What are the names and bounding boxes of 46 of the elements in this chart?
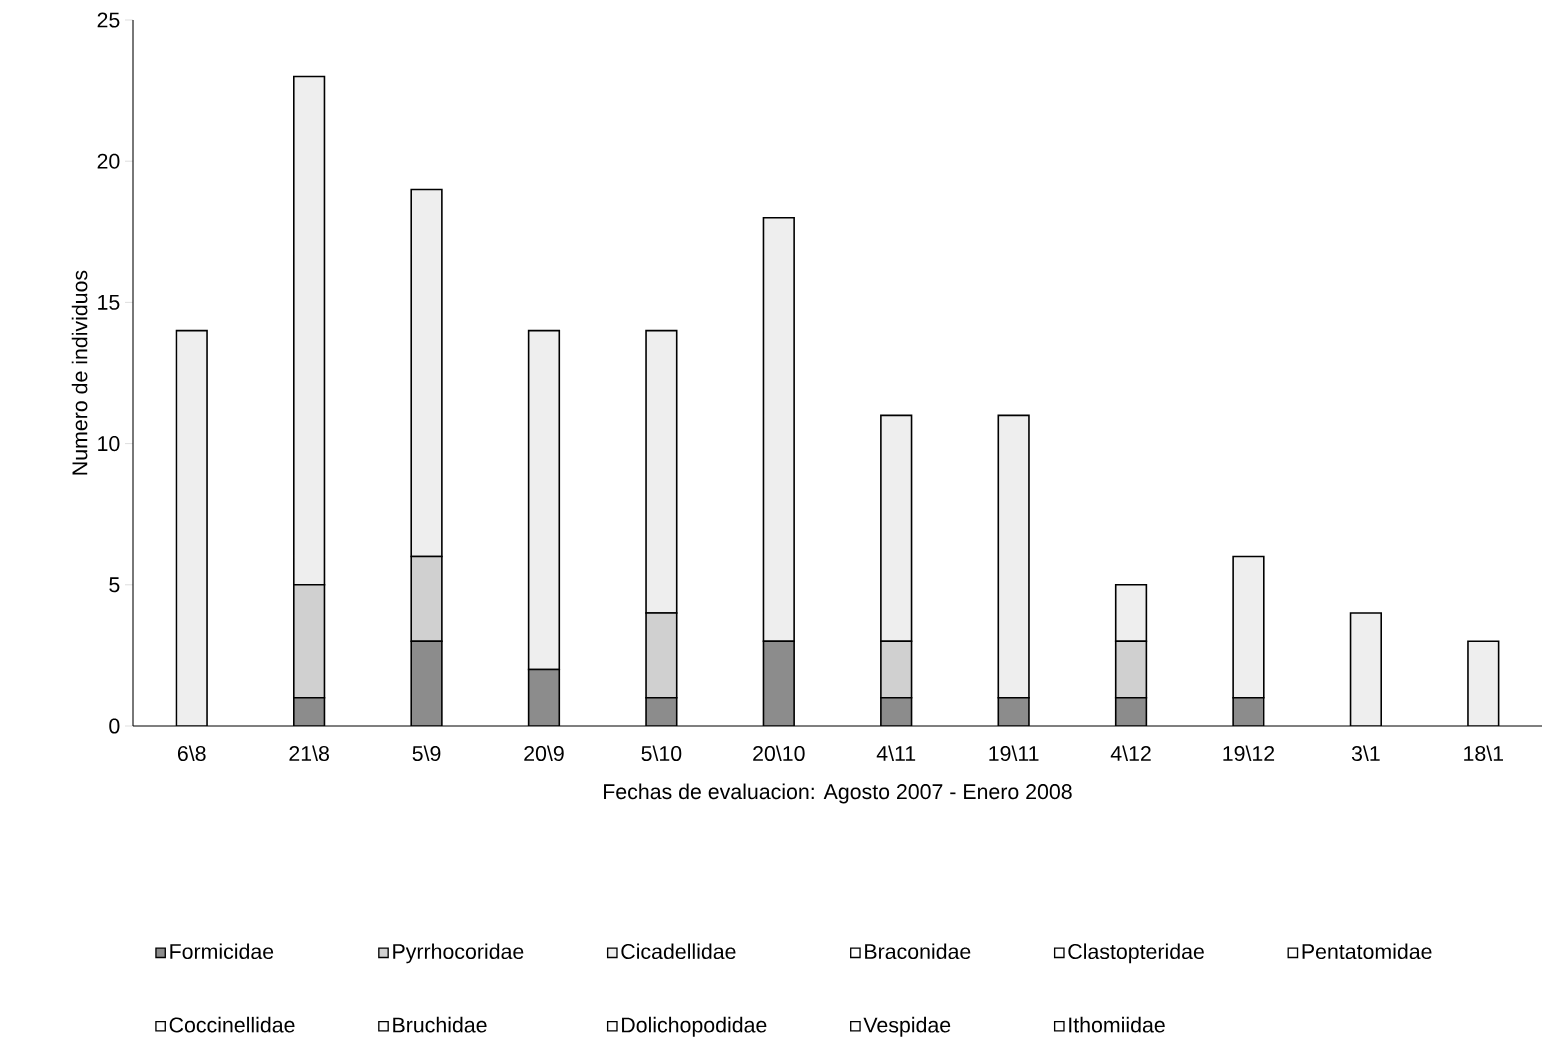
- x-axis-title: Fechas de evaluacion: Agosto 2007 - Enero 2008: [604, 783, 1072, 804]
- legend-label: Vespidae: [863, 1017, 951, 1037]
- x-tick-label: 5\9: [412, 745, 441, 762]
- legend-label: Pentatomidae: [1302, 943, 1432, 960]
- y-tick-label: 10: [98, 436, 120, 452]
- legend-label: Cicadellidae: [621, 943, 736, 960]
- legend-label: Bruchidae: [393, 1017, 487, 1033]
- x-tick-label: 3\1: [1351, 745, 1380, 762]
- legend-label: Ithomiidae: [1069, 1017, 1165, 1033]
- bar: [997, 414, 1030, 699]
- legend-label: Braconidae: [865, 943, 971, 960]
- bar: [410, 188, 443, 558]
- x-tick-label: 19\12: [1223, 745, 1275, 762]
- y-tick-label: 20: [97, 153, 120, 169]
- legend-label: Pyrrhocoridae: [393, 943, 524, 964]
- x-tick-label: 6\8: [177, 745, 206, 762]
- y-tick-label: 5: [109, 577, 120, 593]
- x-tick-label: 21\8: [289, 745, 329, 762]
- y-axis-title: Numero de individuos: [71, 270, 88, 475]
- legend-label: Formicidae: [170, 943, 274, 960]
- x-tick-label: 5\10: [641, 745, 682, 762]
- x-tick-label: 20\10: [753, 745, 805, 762]
- x-tick-label: 4\12: [1110, 745, 1151, 762]
- bar: [1467, 640, 1500, 727]
- bar: [292, 75, 326, 586]
- bar: [762, 217, 795, 643]
- bar: [1349, 612, 1383, 727]
- bar: [410, 640, 443, 727]
- y-tick-label: 25: [97, 12, 120, 28]
- bar: [880, 414, 913, 643]
- y-tick-label: 15: [98, 295, 120, 311]
- x-tick-label: 20\9: [524, 745, 564, 762]
- x-tick-label: 18\1: [1464, 745, 1503, 762]
- bar: [762, 640, 795, 727]
- bar: [175, 330, 208, 727]
- bar: [527, 330, 561, 671]
- x-tick-label: 19\11: [989, 745, 1039, 762]
- bar: [645, 330, 678, 615]
- legend-label: Coccinellidae: [169, 1017, 295, 1033]
- bar: [527, 668, 561, 727]
- y-tick-label: 0: [109, 718, 120, 734]
- bar: [1114, 584, 1148, 643]
- bar: [1232, 555, 1265, 699]
- legend-label: Dolichopodidae: [622, 1017, 767, 1037]
- x-tick-label: 4\11: [876, 745, 916, 762]
- legend-label: Clastopteridae: [1068, 943, 1204, 964]
